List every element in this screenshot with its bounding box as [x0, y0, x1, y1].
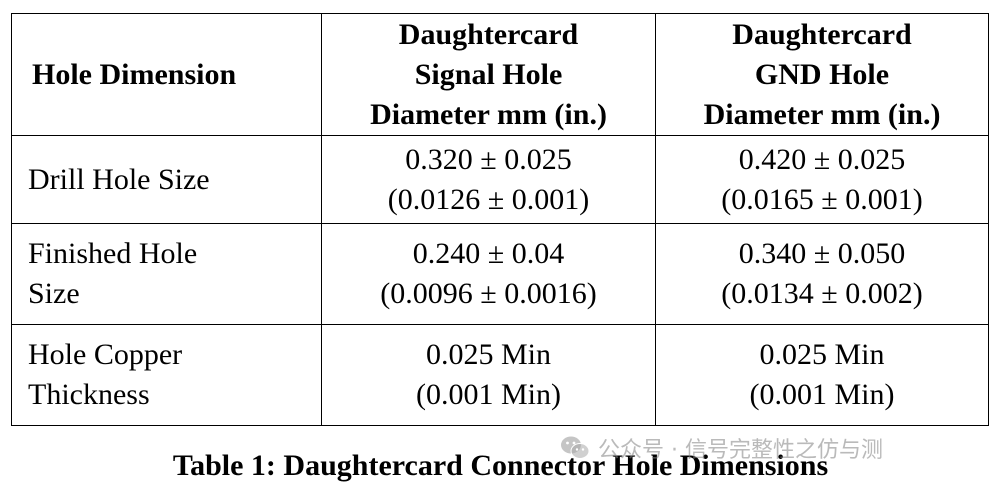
value-in: (0.001 Min) — [416, 378, 561, 411]
table-row: Hole Copper Thickness 0.025 Min (0.001 M… — [11, 324, 989, 426]
table-header-row: Hole Dimension Daughtercard Signal Hole … — [11, 13, 989, 136]
value-in: (0.0134 ± 0.002) — [721, 277, 923, 310]
row-label-text: Hole Copper — [28, 338, 183, 371]
row-label-text: Thickness — [28, 378, 150, 411]
header-text: Daughtercard — [398, 17, 579, 51]
header-text: Hole Dimension — [32, 57, 237, 91]
signal-hole-value: 0.025 Min (0.001 Min) — [321, 324, 656, 426]
header-text: Diameter mm (in.) — [703, 97, 941, 131]
value-in: (0.0096 ± 0.0016) — [380, 277, 597, 310]
table-caption: Table 1: Daughtercard Connector Hole Dim… — [172, 449, 829, 482]
signal-hole-value: 0.320 ± 0.025 (0.0126 ± 0.001) — [321, 135, 656, 224]
row-label-text: Finished Hole — [28, 237, 198, 270]
value-mm: 0.025 Min — [425, 338, 551, 371]
value-mm: 0.240 ± 0.04 — [412, 237, 565, 270]
header-text: Diameter mm (in.) — [370, 97, 607, 131]
row-label-text: Drill Hole Size — [28, 162, 210, 196]
hole-dimensions-table: Hole Dimension Daughtercard Signal Hole … — [11, 13, 989, 426]
header-gnd-hole: Daughtercard GND Hole Diameter mm (in.) — [655, 13, 989, 136]
gnd-hole-value: 0.340 ± 0.050 (0.0134 ± 0.002) — [655, 223, 989, 325]
value-mm: 0.320 ± 0.025 — [405, 142, 572, 176]
header-text: Signal Hole — [414, 57, 563, 91]
value-in: (0.0165 ± 0.001) — [721, 182, 923, 216]
value-mm: 0.340 ± 0.050 — [738, 237, 906, 270]
gnd-hole-value: 0.420 ± 0.025 (0.0165 ± 0.001) — [655, 135, 989, 224]
gnd-hole-value: 0.025 Min (0.001 Min) — [655, 324, 989, 426]
value-in: (0.0126 ± 0.001) — [387, 182, 590, 216]
row-label-text: Size — [28, 277, 80, 310]
header-text: GND Hole — [754, 57, 890, 91]
header-text: Daughtercard — [732, 17, 912, 51]
header-hole-dimension: Hole Dimension — [11, 13, 322, 136]
table-row: Drill Hole Size 0.320 ± 0.025 (0.0126 ± … — [11, 135, 989, 224]
row-label-drill-hole-size: Drill Hole Size — [11, 135, 322, 224]
row-label-hole-copper-thickness: Hole Copper Thickness — [11, 324, 322, 426]
row-label-finished-hole-size: Finished Hole Size — [11, 223, 322, 325]
table-row: Finished Hole Size 0.240 ± 0.04 (0.0096 … — [11, 223, 989, 325]
value-mm: 0.025 Min — [759, 338, 885, 371]
header-signal-hole: Daughtercard Signal Hole Diameter mm (in… — [321, 13, 656, 136]
value-in: (0.001 Min) — [749, 378, 895, 411]
value-mm: 0.420 ± 0.025 — [738, 142, 906, 176]
signal-hole-value: 0.240 ± 0.04 (0.0096 ± 0.0016) — [321, 223, 656, 325]
